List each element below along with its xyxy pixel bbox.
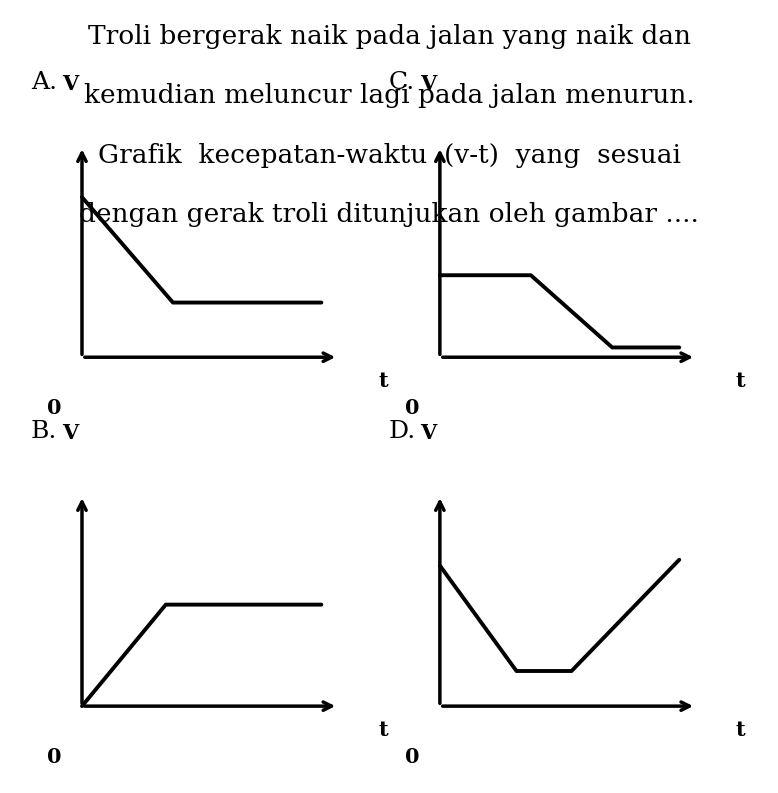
Text: A.: A. <box>31 71 57 94</box>
Text: t: t <box>736 719 745 740</box>
Text: V: V <box>62 74 78 94</box>
Text: V: V <box>62 423 78 442</box>
Text: t: t <box>378 370 387 391</box>
Text: t: t <box>736 370 745 391</box>
Text: 0: 0 <box>47 747 61 768</box>
Text: V: V <box>420 74 436 94</box>
Text: Troli bergerak naik pada jalan yang naik dan: Troli bergerak naik pada jalan yang naik… <box>87 24 691 49</box>
Text: D.: D. <box>389 419 416 442</box>
Text: C.: C. <box>389 71 415 94</box>
Text: kemudian meluncur lagi pada jalan menurun.: kemudian meluncur lagi pada jalan menuru… <box>83 83 695 109</box>
Text: 0: 0 <box>405 398 419 419</box>
Text: B.: B. <box>31 419 58 442</box>
Text: t: t <box>378 719 387 740</box>
Text: 0: 0 <box>47 398 61 419</box>
Text: Grafik  kecepatan-waktu  (v-t)  yang  sesuai: Grafik kecepatan-waktu (v-t) yang sesuai <box>97 143 681 168</box>
Text: V: V <box>420 423 436 442</box>
Text: dengan gerak troli ditunjukan oleh gambar ....: dengan gerak troli ditunjukan oleh gamba… <box>79 202 699 228</box>
Text: 0: 0 <box>405 747 419 768</box>
